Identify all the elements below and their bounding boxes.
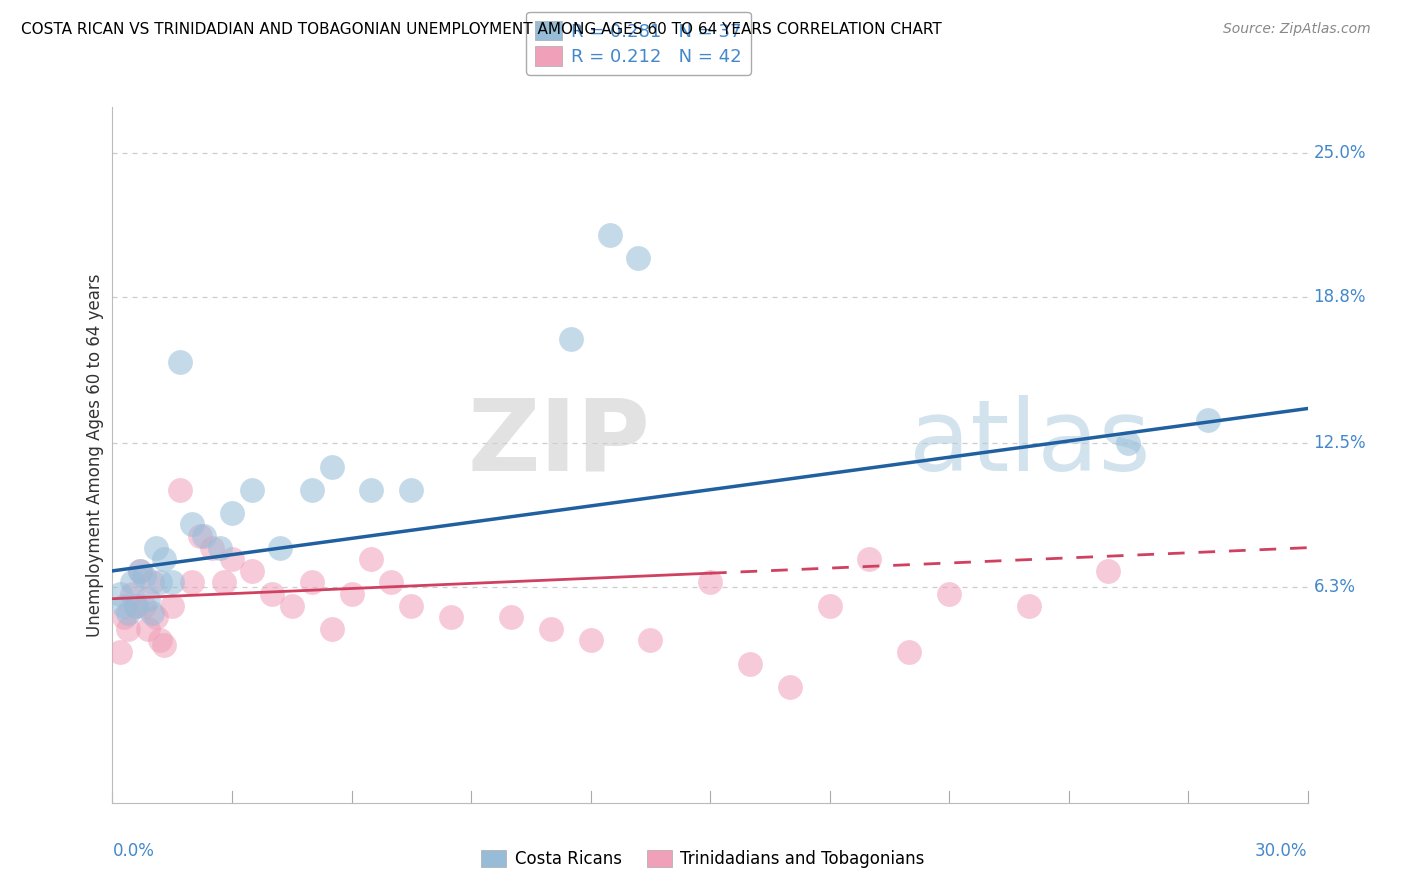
Point [579, 633, 602, 648]
Point [117, 606, 139, 620]
Point [1197, 413, 1219, 427]
Point [281, 599, 304, 613]
Text: 18.8%: 18.8% [1313, 288, 1367, 306]
Text: 6.3%: 6.3% [1313, 578, 1355, 596]
Point [134, 568, 156, 582]
Text: ZIP: ZIP [467, 395, 651, 491]
Point [153, 552, 176, 566]
Point [301, 483, 323, 497]
Point [138, 622, 160, 636]
Point [321, 622, 343, 636]
Text: 30.0%: 30.0% [1256, 842, 1308, 860]
Point [699, 575, 721, 590]
Point [149, 575, 172, 590]
Point [440, 610, 463, 624]
Point [181, 517, 204, 532]
Point [141, 575, 163, 590]
Point [560, 332, 582, 346]
Legend: R = 0.281   N = 37, R = 0.212   N = 42: R = 0.281 N = 37, R = 0.212 N = 42 [526, 12, 751, 75]
Point [162, 575, 183, 590]
Point [169, 355, 191, 369]
Point [212, 575, 235, 590]
Point [321, 459, 343, 474]
Point [141, 606, 163, 620]
Point [221, 552, 243, 566]
Text: 0.0%: 0.0% [112, 842, 155, 860]
Point [540, 622, 562, 636]
Point [818, 599, 841, 613]
Point [340, 587, 363, 601]
Point [181, 575, 204, 590]
Point [188, 529, 211, 543]
Point [114, 599, 135, 613]
Point [240, 483, 263, 497]
Text: 25.0%: 25.0% [1313, 145, 1367, 162]
Point [149, 633, 172, 648]
Point [193, 529, 215, 543]
Legend: Costa Ricans, Trinidadians and Tobagonians: Costa Ricans, Trinidadians and Tobagonia… [475, 843, 931, 875]
Point [627, 251, 650, 265]
Point [240, 564, 263, 578]
Point [129, 564, 152, 578]
Point [938, 587, 960, 601]
Point [1097, 564, 1119, 578]
Point [898, 645, 921, 659]
Point [153, 638, 176, 652]
Point [779, 680, 801, 694]
Point [129, 564, 152, 578]
Point [301, 575, 323, 590]
Point [110, 587, 132, 601]
Text: COSTA RICAN VS TRINIDADIAN AND TOBAGONIAN UNEMPLOYMENT AMONG AGES 60 TO 64 YEARS: COSTA RICAN VS TRINIDADIAN AND TOBAGONIA… [21, 22, 942, 37]
Point [499, 610, 522, 624]
Point [145, 610, 167, 624]
Point [738, 657, 761, 671]
Point [201, 541, 224, 555]
Point [640, 633, 662, 648]
Point [145, 541, 167, 555]
Point [380, 575, 402, 590]
Point [1118, 436, 1140, 450]
Point [138, 591, 160, 606]
Point [110, 645, 132, 659]
Point [1018, 599, 1040, 613]
Text: Source: ZipAtlas.com: Source: ZipAtlas.com [1223, 22, 1371, 37]
Point [599, 227, 621, 242]
Point [114, 610, 135, 624]
Point [260, 587, 283, 601]
Point [360, 552, 382, 566]
Point [858, 552, 880, 566]
Text: 12.5%: 12.5% [1313, 434, 1367, 452]
Point [162, 599, 183, 613]
Point [121, 587, 143, 601]
Point [209, 541, 232, 555]
Point [269, 541, 291, 555]
Point [117, 622, 139, 636]
Point [169, 483, 191, 497]
Point [401, 483, 423, 497]
Point [125, 599, 148, 613]
Y-axis label: Unemployment Among Ages 60 to 64 years: Unemployment Among Ages 60 to 64 years [86, 273, 104, 637]
Point [121, 575, 143, 590]
Point [360, 483, 382, 497]
Point [134, 599, 156, 613]
Point [125, 599, 148, 613]
Point [401, 599, 423, 613]
Point [221, 506, 243, 520]
Text: atlas: atlas [910, 395, 1152, 491]
